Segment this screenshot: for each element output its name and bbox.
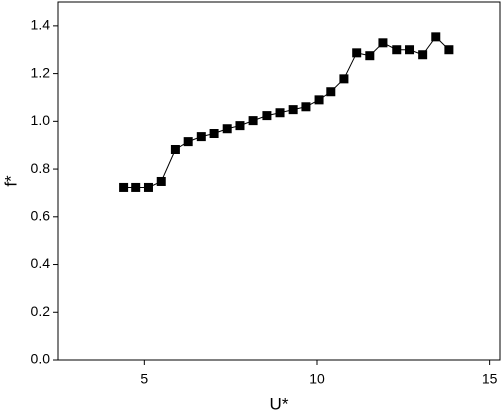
marker: [326, 87, 336, 97]
marker: [196, 132, 206, 142]
y-tick-label: 0.0: [31, 351, 51, 367]
y-tick-label: 1.4: [31, 17, 51, 33]
x-tick-label: 15: [482, 371, 498, 387]
marker: [301, 102, 311, 112]
marker: [275, 108, 285, 118]
marker: [222, 124, 232, 134]
marker: [170, 144, 180, 154]
y-tick-label: 1.2: [31, 64, 51, 80]
y-axis-label: f*: [1, 175, 20, 187]
marker: [352, 48, 362, 58]
y-tick-label: 0.6: [31, 208, 51, 224]
marker: [405, 45, 415, 55]
marker: [248, 116, 258, 126]
x-tick-label: 10: [309, 371, 325, 387]
y-tick-label: 0.4: [31, 255, 51, 271]
marker: [156, 176, 166, 186]
y-tick-label: 1.0: [31, 112, 51, 128]
marker: [209, 129, 219, 139]
marker: [444, 45, 454, 55]
y-tick-label: 0.8: [31, 160, 51, 176]
marker: [119, 182, 129, 192]
marker: [143, 182, 153, 192]
marker: [288, 105, 298, 115]
marker: [235, 121, 245, 131]
marker: [431, 32, 441, 42]
marker: [262, 111, 272, 121]
plot-frame: [57, 1, 501, 361]
marker: [392, 45, 402, 55]
marker: [131, 182, 141, 192]
marker: [314, 95, 324, 105]
x-axis-label: U*: [270, 394, 289, 413]
marker: [183, 137, 193, 147]
marker: [378, 38, 388, 48]
marker: [418, 50, 428, 60]
marker: [365, 51, 375, 61]
series-line: [123, 36, 450, 188]
marker: [339, 74, 349, 84]
x-tick-label: 5: [140, 371, 148, 387]
y-tick-label: 0.2: [31, 303, 51, 319]
